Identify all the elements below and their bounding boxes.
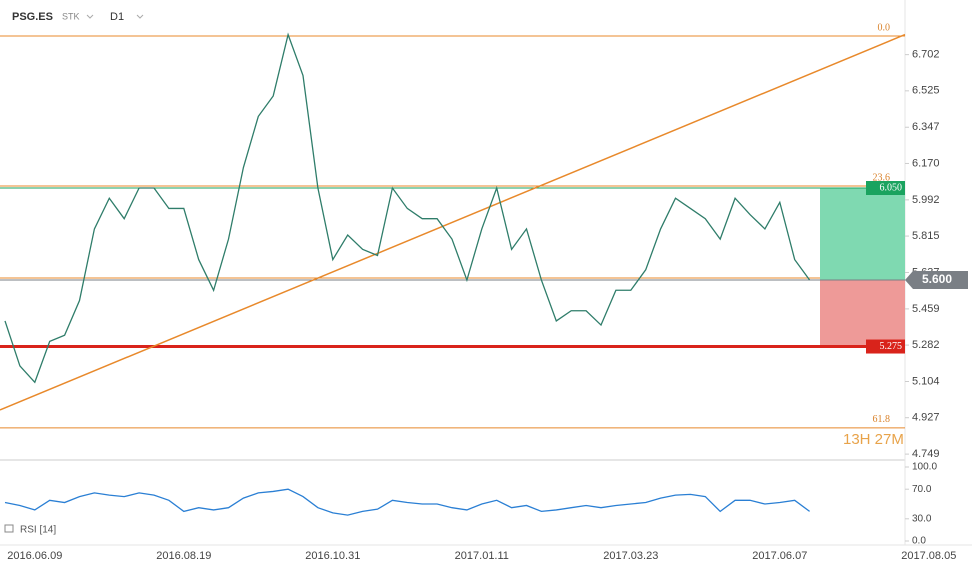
dropdown-arrow[interactable] (86, 14, 94, 19)
y-tick-label: 4.749 (912, 448, 940, 460)
price-tag-label: 5.600 (922, 272, 952, 286)
rsi-tick-label: 0.0 (912, 536, 926, 547)
bar-timer: 13H 27M (843, 431, 904, 448)
panel-icon[interactable] (4, 524, 14, 533)
rsi-label[interactable]: RSI [14] (20, 525, 56, 536)
y-tick-label: 5.104 (912, 375, 940, 387)
y-tick-label: 6.525 (912, 85, 940, 97)
stop-loss-zone (820, 280, 905, 347)
rsi-tick-label: 30.0 (912, 513, 932, 524)
take-profit-zone (820, 188, 905, 281)
price-line (4, 32, 811, 384)
level-tag-label: 6.050 (880, 182, 903, 193)
level-tag (866, 181, 905, 195)
x-tick-label: 2017.06.07 (752, 550, 807, 562)
fib-label: 23.6 (873, 172, 891, 183)
rsi-line (4, 488, 810, 516)
price-tag (905, 271, 968, 290)
instrument-type[interactable]: STK (62, 11, 80, 21)
y-tick-label: 6.170 (912, 157, 940, 169)
x-tick-label: 2016.06.09 (7, 550, 62, 562)
rsi-tick-label: 70.0 (912, 484, 932, 495)
y-tick-label: 6.702 (912, 49, 940, 61)
level-tag-label: 5.275 (880, 341, 903, 352)
x-tick-label: 2016.10.31 (305, 550, 360, 562)
x-tick-label: 2017.08.05 (901, 550, 956, 562)
fib-label: 61.8 (873, 414, 891, 425)
symbol[interactable]: PSG.ES (12, 11, 53, 23)
level-tag (866, 339, 905, 354)
y-tick-label: 5.282 (912, 339, 940, 351)
y-tick-label: 4.927 (912, 412, 940, 424)
rsi-tick-label: 100.0 (912, 462, 937, 473)
y-tick-label: 6.347 (912, 121, 940, 133)
x-tick-label: 2016.08.19 (156, 550, 211, 562)
y-tick-label: 5.459 (912, 303, 940, 315)
y-tick-label: 5.815 (912, 230, 940, 242)
y-tick-label: 5.992 (912, 194, 940, 206)
trend-line (0, 33, 906, 411)
x-tick-label: 2017.01.11 (455, 550, 509, 562)
dropdown-arrow[interactable] (136, 14, 144, 19)
timeframe[interactable]: D1 (110, 11, 124, 23)
fib-label: 0.0 (878, 22, 891, 33)
x-tick-label: 2017.03.23 (603, 550, 658, 562)
